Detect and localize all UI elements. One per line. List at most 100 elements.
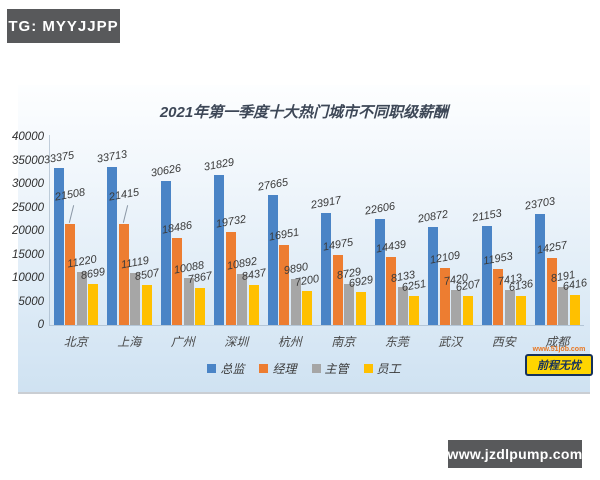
website-watermark-text: www.jzdlpump.com (447, 446, 583, 462)
bar-员工-杭州 (302, 291, 312, 325)
label-leader-line (68, 205, 75, 223)
bar-经理-广州 (172, 238, 182, 325)
bar-经理-北京 (65, 223, 75, 325)
x-axis-city-label: 东莞 (384, 335, 409, 349)
bar-经理-武汉 (439, 268, 450, 325)
bar-员工-深圳 (248, 285, 259, 325)
label-leader-line (122, 205, 128, 224)
x-axis-city-label: 杭州 (277, 335, 302, 349)
x-axis-city-label: 上海 (117, 335, 142, 349)
legend-item-主管: 主管 (311, 360, 349, 377)
legend-label: 员工 (376, 362, 401, 376)
bar-value-label: 30626 (149, 162, 182, 180)
bar-主管-东莞 (397, 286, 408, 325)
bar-value-label: 23917 (309, 194, 343, 212)
51job-brand-text: 前程无忧 (525, 354, 593, 376)
bar-经理-西安 (493, 268, 503, 325)
bar-总监-杭州 (267, 194, 278, 325)
x-axis-city-label: 南京 (331, 335, 356, 349)
bar-总监-广州 (160, 181, 171, 325)
bar-总监-武汉 (428, 226, 438, 325)
bar-value-label: 33713 (95, 147, 129, 166)
x-axis-city-label: 广州 (170, 335, 195, 349)
bar-主管-广州 (183, 277, 194, 325)
bar-主管-成都 (558, 286, 568, 325)
51job-logo: www.51job.com 前程无忧 (525, 345, 593, 376)
bar-员工-南京 (355, 292, 366, 325)
bar-value-label: 19732 (214, 213, 247, 231)
website-watermark-badge: www.jzdlpump.com (448, 440, 582, 468)
bar-主管-西安 (504, 290, 515, 325)
y-axis-tick-label: 20000 (12, 225, 44, 237)
bar-主管-上海 (130, 272, 140, 325)
bar-主管-武汉 (451, 290, 461, 325)
legend-item-经理: 经理 (259, 360, 297, 377)
bar-主管-深圳 (237, 273, 247, 325)
bar-value-label: 12109 (428, 249, 461, 267)
bar-经理-成都 (546, 257, 557, 325)
y-axis-tick-label: 5000 (18, 295, 44, 308)
legend-label: 总监 (220, 362, 245, 376)
y-axis-tick-label: 0 (37, 319, 44, 331)
y-axis-tick-label: 35000 (12, 154, 44, 167)
bar-总监-东莞 (374, 218, 385, 325)
bar-value-label: 14257 (535, 239, 568, 257)
bar-value-label: 22606 (363, 200, 396, 218)
legend-item-总监: 总监 (207, 360, 244, 377)
bar-主管-北京 (76, 272, 87, 325)
legend-label: 主管 (324, 362, 349, 376)
bar-员工-成都 (569, 294, 580, 325)
bar-员工-东莞 (409, 295, 419, 325)
bar-员工-上海 (141, 285, 152, 325)
bar-value-label: 11953 (482, 250, 514, 268)
y-axis-tick-label: 10000 (12, 272, 44, 284)
bar-经理-南京 (332, 254, 343, 325)
legend-label: 经理 (272, 362, 297, 376)
salary-bar-chart: 2021年第一季度十大热门城市不同职级薪酬 0 5000 10000 15000 200… (12, 85, 593, 394)
bar-经理-杭州 (279, 245, 289, 325)
x-axis-city-label: 北京 (63, 335, 88, 349)
legend-item-员工: 员工 (363, 360, 401, 377)
bar-value-label: 16951 (267, 226, 301, 244)
bar-value-label: 21153 (470, 207, 503, 225)
legend-swatch-icon (259, 364, 269, 373)
bar-总监-成都 (535, 213, 545, 325)
y-axis-tick-label: 40000 (12, 131, 44, 143)
bar-value-label: 31829 (202, 156, 236, 174)
bar-员工-西安 (516, 296, 526, 325)
x-axis-city-label: 武汉 (438, 335, 463, 349)
bar-经理-东莞 (386, 257, 396, 325)
bar-value-label: 20872 (416, 208, 450, 226)
bar-总监-上海 (107, 166, 117, 325)
legend-swatch-icon (363, 364, 373, 373)
legend-swatch-icon (311, 364, 321, 373)
chart-legend: 总监 经理 主管 员工 (18, 360, 590, 377)
y-axis-tick-label: 25000 (12, 201, 44, 214)
legend-swatch-icon (207, 364, 217, 373)
bar-经理-上海 (118, 224, 129, 325)
bar-value-label: 18486 (160, 219, 194, 237)
bar-主管-南京 (344, 283, 354, 325)
bar-总监-深圳 (214, 175, 224, 325)
x-axis-line (49, 325, 584, 326)
x-axis-city-label: 深圳 (224, 335, 249, 349)
bar-经理-深圳 (225, 232, 236, 325)
telegram-watermark-badge: TG: MYYJJPP (7, 9, 120, 43)
bar-总监-南京 (321, 212, 331, 325)
bar-value-label: 21415 (107, 186, 140, 204)
chart-title: 2021年第一季度十大热门城市不同职级薪酬 (159, 104, 449, 121)
bar-员工-广州 (195, 288, 205, 325)
y-axis-tick-label: 30000 (12, 178, 44, 190)
y-axis-line (49, 135, 50, 325)
y-axis-tick-label: 15000 (12, 248, 44, 261)
bar-value-label: 27665 (256, 176, 289, 194)
bar-value-label: 33375 (42, 149, 75, 167)
bar-value-label: 14975 (321, 236, 354, 254)
bar-总监-北京 (53, 168, 64, 325)
x-axis-city-label: 成都 (545, 335, 570, 349)
bar-主管-杭州 (290, 278, 301, 325)
bar-value-label: 23703 (523, 195, 557, 213)
51job-url-text: www.51job.com (532, 346, 586, 353)
x-axis-city-label: 西安 (491, 335, 516, 349)
bar-员工-北京 (88, 284, 98, 325)
